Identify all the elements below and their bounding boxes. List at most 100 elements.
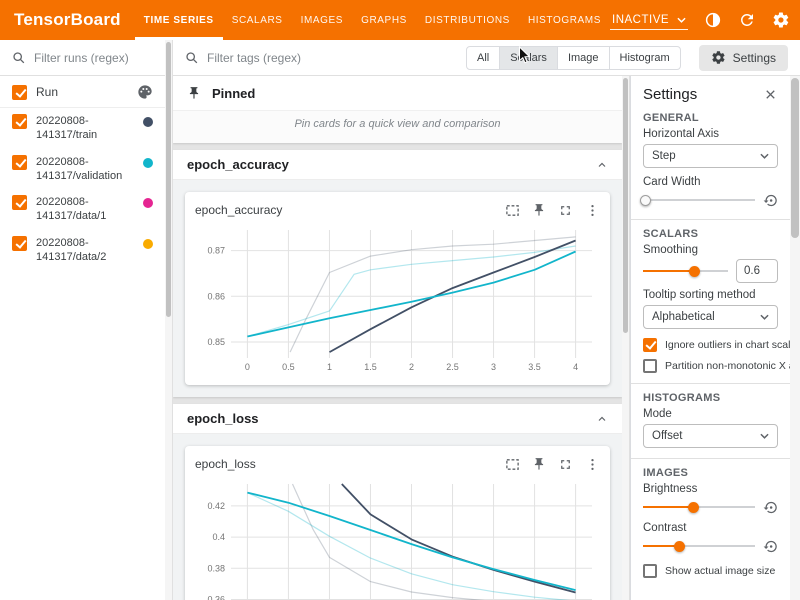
run-color-dot — [143, 198, 153, 208]
contrast-row — [643, 537, 778, 555]
chevron-down-icon — [760, 153, 769, 159]
tab-distributions[interactable]: DISTRIBUTIONS — [416, 0, 519, 40]
pinned-block: Pinned Pin cards for a quick view and co… — [173, 76, 622, 143]
settings-panel-header: Settings — [643, 84, 778, 104]
tab-graphs[interactable]: GRAPHS — [352, 0, 416, 40]
refresh-icon[interactable] — [738, 11, 756, 29]
fit-to-data-icon[interactable] — [505, 203, 520, 218]
run-row-data-1[interactable]: 20220808-141317/data/1 — [0, 189, 165, 230]
run-label: 20220808-141317/validation — [36, 155, 130, 184]
theme-toggle-icon[interactable] — [704, 11, 722, 29]
contrast-slider[interactable] — [643, 539, 755, 553]
tag-type-filter-group: All Scalars Image Histogram — [466, 46, 681, 70]
show-actual-size-checkbox[interactable] — [643, 564, 657, 578]
filter-button-image[interactable]: Image — [557, 47, 609, 69]
run-checkbox[interactable] — [12, 114, 27, 129]
more-options-icon[interactable] — [585, 203, 600, 218]
slider-knob[interactable] — [688, 502, 699, 513]
pin-icon[interactable] — [532, 457, 546, 471]
close-icon[interactable] — [763, 87, 778, 102]
reset-icon[interactable] — [763, 193, 778, 208]
partition-x-checkbox[interactable] — [643, 359, 657, 373]
filter-tags-input[interactable]: Filter tags (regex) — [185, 51, 458, 65]
run-checkbox[interactable] — [12, 155, 27, 170]
settings-gear-icon[interactable] — [772, 11, 790, 29]
chevron-up-icon — [596, 159, 608, 171]
slider-knob[interactable] — [689, 266, 700, 277]
settings-button-label: Settings — [733, 51, 776, 65]
filter-runs-input[interactable]: Filter runs (regex) — [0, 40, 165, 76]
scrollbar-thumb[interactable] — [166, 42, 171, 317]
more-options-icon[interactable] — [585, 457, 600, 472]
epoch-loss-line-chart[interactable]: 00.511.522.533.540.360.380.40.42 — [195, 478, 600, 600]
scrollbar-thumb[interactable] — [623, 78, 628, 333]
content-scrollbar[interactable] — [622, 76, 630, 600]
svg-text:3.5: 3.5 — [528, 362, 541, 372]
reset-icon[interactable] — [763, 500, 778, 515]
filter-button-histogram[interactable]: Histogram — [609, 47, 680, 69]
partition-x-row[interactable]: Partition non-monotonic X axis — [643, 358, 778, 373]
section-header-epoch-loss[interactable]: epoch_loss — [173, 404, 622, 434]
tensorboard-app: TensorBoard TIME SERIES SCALARS IMAGES G… — [0, 0, 800, 600]
window-scrollbar[interactable] — [790, 76, 800, 600]
app-body: Filter runs (regex) Run 20220808-141317/… — [0, 40, 800, 600]
epoch-accuracy-line-chart[interactable]: 00.511.522.533.540.850.860.87 — [195, 224, 600, 377]
fullscreen-icon[interactable] — [558, 457, 573, 472]
smoothing-value-input[interactable]: 0.6 — [736, 259, 778, 283]
slider-knob[interactable] — [674, 541, 685, 552]
slider-knob[interactable] — [640, 195, 651, 206]
run-checkbox[interactable] — [12, 236, 27, 251]
section-header-epoch-accuracy[interactable]: epoch_accuracy — [173, 150, 622, 180]
brightness-row — [643, 498, 778, 516]
filter-button-all[interactable]: All — [467, 47, 499, 69]
svg-text:0.5: 0.5 — [282, 362, 295, 372]
reload-status-select[interactable]: INACTIVE — [610, 11, 688, 30]
tab-scalars[interactable]: SCALARS — [223, 0, 292, 40]
checkbox-label: Partition non-monotonic X axis — [665, 360, 790, 372]
run-label: 20220808-141317/train — [36, 114, 130, 143]
filter-runs-placeholder: Filter runs (regex) — [34, 51, 129, 65]
horizontal-axis-select[interactable]: Step — [643, 144, 778, 168]
ignore-outliers-checkbox[interactable] — [643, 338, 657, 352]
tooltip-sorting-label: Tooltip sorting method — [643, 289, 778, 302]
select-all-runs-checkbox[interactable] — [12, 85, 27, 100]
section-epoch-loss: epoch_loss epoch_loss — [173, 404, 622, 600]
settings-button[interactable]: Settings — [699, 45, 788, 71]
run-checkbox[interactable] — [12, 195, 27, 210]
svg-text:0.4: 0.4 — [212, 532, 225, 542]
main-column: Filter tags (regex) All Scalars Image Hi… — [173, 40, 800, 600]
reset-icon[interactable] — [763, 539, 778, 554]
card-area: epoch_accuracy 00.511.522.533.540.850.86… — [173, 180, 622, 397]
fullscreen-icon[interactable] — [558, 203, 573, 218]
scrollbar-thumb[interactable] — [791, 78, 799, 238]
brightness-slider[interactable] — [643, 500, 755, 514]
svg-text:0.38: 0.38 — [207, 563, 225, 573]
scalar-card-epoch-accuracy: epoch_accuracy 00.511.522.533.540.850.86… — [185, 192, 610, 385]
svg-text:3: 3 — [491, 362, 496, 372]
palette-icon[interactable] — [137, 84, 153, 100]
tab-time-series[interactable]: TIME SERIES — [135, 0, 223, 40]
card-width-slider[interactable] — [643, 193, 755, 207]
chevron-down-icon — [760, 433, 769, 439]
run-color-dot — [143, 239, 153, 249]
svg-text:0.36: 0.36 — [207, 595, 225, 600]
fit-to-data-icon[interactable] — [505, 457, 520, 472]
cards-scroll-area: Pinned Pin cards for a quick view and co… — [173, 76, 622, 600]
chevron-up-icon — [596, 413, 608, 425]
tab-histograms[interactable]: HISTOGRAMS — [519, 0, 610, 40]
card-title: epoch_loss — [195, 457, 505, 471]
filter-button-scalars[interactable]: Scalars — [499, 47, 557, 69]
divider — [631, 383, 790, 384]
run-row-data-2[interactable]: 20220808-141317/data/2 — [0, 230, 165, 271]
histogram-mode-select[interactable]: Offset — [643, 424, 778, 448]
tooltip-sorting-select[interactable]: Alphabetical — [643, 305, 778, 329]
pin-icon[interactable] — [532, 203, 546, 217]
show-actual-size-row[interactable]: Show actual image size — [643, 563, 778, 578]
sidebar-scrollbar[interactable] — [165, 40, 173, 600]
run-row-validation[interactable]: 20220808-141317/validation — [0, 149, 165, 190]
ignore-outliers-row[interactable]: Ignore outliers in chart scaling — [643, 337, 778, 352]
run-row-train[interactable]: 20220808-141317/train — [0, 108, 165, 149]
tab-images[interactable]: IMAGES — [292, 0, 353, 40]
smoothing-slider[interactable] — [643, 264, 728, 278]
run-label: 20220808-141317/data/1 — [36, 195, 130, 224]
